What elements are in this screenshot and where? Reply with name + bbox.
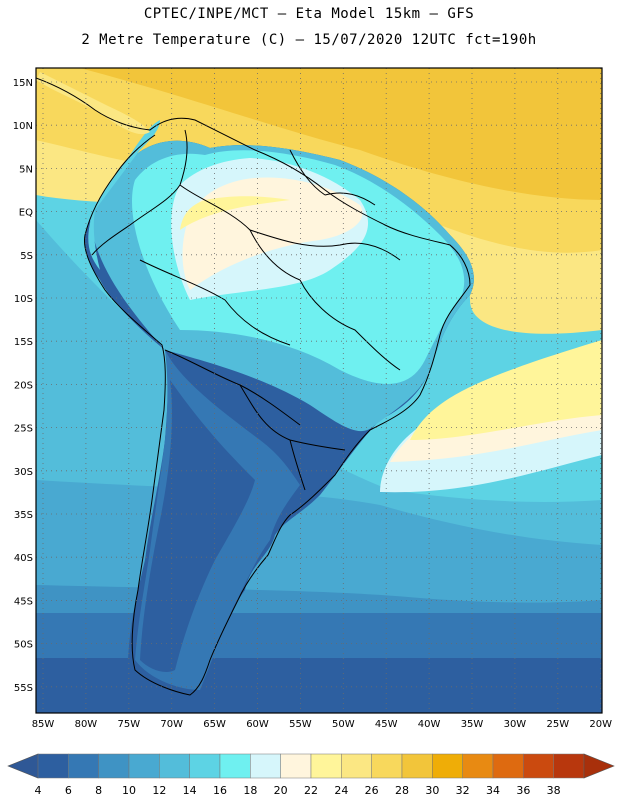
colorbar-tick-label: 14 (183, 784, 197, 797)
colorbar-high-arrow (583, 753, 615, 779)
colorbar-swatch (553, 753, 585, 779)
colorbar-swatch (492, 753, 524, 779)
colorbar-swatch (128, 753, 160, 779)
colorbar-tick-label: 20 (274, 784, 288, 797)
colorbar-low-arrow (7, 753, 39, 779)
colorbar-tick-label: 16 (213, 784, 227, 797)
latitude-label: 35S (14, 510, 33, 521)
latitude-labels: 15N 10N 5N EQ 5S 10S 15S 20S 25S 30S 35S 40S 45S 50S 5… (13, 78, 33, 694)
colorbar-swatch (159, 753, 190, 779)
colorbar-tick-label: 34 (486, 784, 500, 797)
latitude-label: 10N (13, 121, 33, 132)
latitude-label: 50S (14, 640, 33, 651)
colorbar-swatch (280, 753, 312, 779)
colorbar-tick-label: 4 (35, 784, 42, 797)
colorbar-swatch (68, 753, 99, 779)
latitude-label: 20S (14, 380, 33, 391)
colorbar-swatch (310, 753, 342, 779)
latitude-label: 15S (14, 337, 33, 348)
temperature-field (36, 68, 602, 713)
colorbar-tick-label: 18 (243, 784, 257, 797)
longitude-label: 60W (246, 719, 269, 730)
colorbar-tick-label: 26 (365, 784, 379, 797)
longitude-label: 65W (203, 719, 226, 730)
latitude-label: 55S (14, 683, 33, 694)
colorbar-tick-label: 28 (395, 784, 409, 797)
latitude-label: EQ (19, 208, 33, 219)
colorbar-tick-label: 24 (334, 784, 348, 797)
colorbar-tick-label: 12 (152, 784, 166, 797)
latitude-label: 40S (14, 553, 33, 564)
longitude-label: 30W (504, 719, 527, 730)
latitude-label: 15N (13, 78, 33, 89)
colorbar-swatch (401, 753, 433, 779)
coastlines-and-borders (36, 77, 471, 696)
chart-title-line-2: 2 Metre Temperature (C) – 15/07/2020 12U… (81, 32, 537, 48)
map-frame (35, 67, 603, 714)
colorbar-swatch (341, 753, 372, 779)
colorbar-tick-label: 30 (425, 784, 439, 797)
colorbar-tick-label: 22 (304, 784, 318, 797)
longitude-label: 40W (418, 719, 441, 730)
longitude-label: 80W (75, 719, 98, 730)
colorbar-tick-label: 32 (456, 784, 470, 797)
longitude-label: 85W (32, 719, 55, 730)
colorbar-swatch (250, 753, 281, 779)
colorbar-swatch (219, 753, 251, 779)
colorbar-tick-label: 6 (65, 784, 72, 797)
latitude-label: 5S (20, 251, 33, 262)
colorbar-swatch (37, 753, 69, 779)
colorbar: 4 6 8 10 12 14 16 18 20 22 24 26 28 30 32 34 36 38 (7, 753, 615, 797)
longitude-label: 55W (289, 719, 312, 730)
colorbar-swatch (523, 753, 554, 779)
latitude-label: 25S (14, 424, 33, 435)
colorbar-tick-label: 8 (95, 784, 102, 797)
longitude-label: 35W (461, 719, 484, 730)
latitude-label: 10S (14, 294, 33, 305)
latitude-label: 45S (14, 596, 33, 607)
longitude-label: 25W (546, 719, 569, 730)
longitude-label: 70W (160, 719, 183, 730)
colorbar-tick-label: 10 (122, 784, 136, 797)
longitude-label: 20W (589, 719, 612, 730)
colorbar-swatch (98, 753, 130, 779)
latitude-label: 5N (19, 164, 33, 175)
colorbar-swatch (432, 753, 463, 779)
longitude-label: 50W (332, 719, 355, 730)
longitude-label: 45W (375, 719, 398, 730)
colorbar-swatch (371, 753, 403, 779)
chart-title-line-1: CPTEC/INPE/MCT – Eta Model 15km – GFS (143, 6, 475, 22)
colorbar-swatch (189, 753, 221, 779)
longitude-label: 75W (117, 719, 140, 730)
longitude-labels: 85W 80W 75W 70W 65W 60W 55W 50W 45W 40W 35W 30W 25W 2… (32, 719, 612, 730)
latitude-label: 30S (14, 467, 33, 478)
colorbar-tick-label: 38 (547, 784, 561, 797)
colorbar-swatch (462, 753, 494, 779)
colorbar-tick-label: 36 (516, 784, 530, 797)
